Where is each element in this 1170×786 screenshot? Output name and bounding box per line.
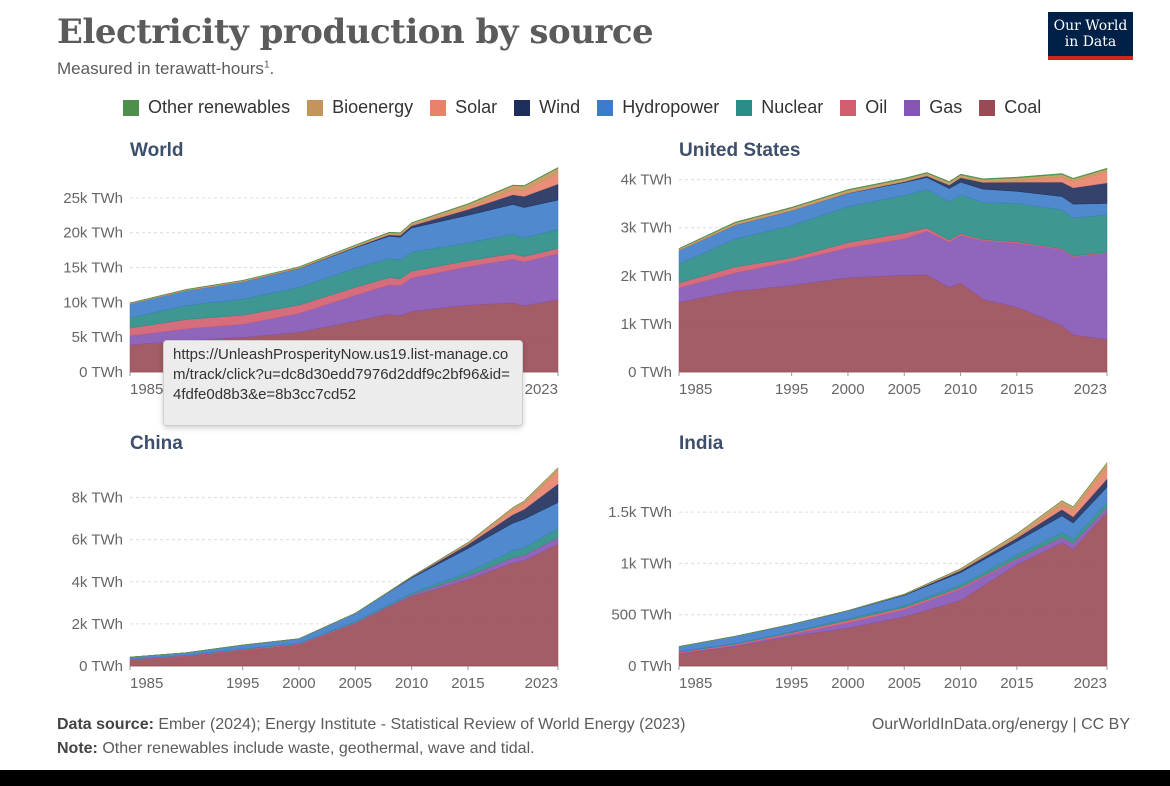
legend-item-other-renewables[interactable]: Other renewables [123, 97, 290, 118]
chart-title: Electricity production by source [57, 12, 654, 52]
legend-item-bioenergy[interactable]: Bioenergy [307, 97, 413, 118]
legend-item-solar[interactable]: Solar [430, 97, 497, 118]
note: Note: Other renewables include waste, ge… [57, 740, 535, 758]
united-states-y-tick-label: 0 TWh [628, 364, 672, 381]
panel-title-united-states: United States [679, 140, 801, 161]
bottom-bar [0, 770, 1170, 786]
legend-label: Oil [865, 97, 888, 117]
united-states-x-tick-label: 2010 [944, 381, 977, 398]
subtitle-end: . [269, 59, 275, 78]
india-x-tick-label: 1995 [775, 675, 808, 692]
data-source-note: Data source: Ember (2024); Energy Instit… [57, 716, 685, 734]
world-y-tick-label: 25k TWh [63, 190, 123, 207]
india-x-tick-label: 2010 [944, 675, 977, 692]
footnote-marker: 1 [263, 59, 270, 71]
united-states-x-tick-label: 2000 [831, 381, 864, 398]
legend-item-gas[interactable]: Gas [904, 97, 962, 118]
india-y-tick-label: 500 TWh [611, 607, 672, 624]
india-area-other-renewables [678, 462, 1108, 647]
china-area-other-renewables [129, 467, 559, 658]
panel-title-world: World [130, 140, 184, 161]
china-x-tick-label: 2010 [395, 675, 428, 692]
data-source-label: Data source: [57, 716, 154, 733]
logo-line-2: in Data [1064, 34, 1117, 50]
china-y-tick-label: 6k TWh [72, 532, 123, 549]
legend-item-nuclear[interactable]: Nuclear [736, 97, 823, 118]
world-y-tick-label: 10k TWh [63, 294, 123, 311]
legend-label: Bioenergy [332, 97, 414, 117]
legend-swatch [123, 99, 139, 116]
legend-swatch [736, 99, 753, 116]
united-states-x-tick-label: 2023 [1074, 381, 1107, 398]
legend-swatch [514, 99, 531, 116]
china-x-tick-label: 2023 [525, 675, 558, 692]
legend: Other renewables Bioenergy Solar Wind Hydrop… [123, 97, 1058, 118]
india-x-tick-label: 2015 [1000, 675, 1033, 692]
china-x-tick-label: 2005 [339, 675, 372, 692]
china-y-tick-label: 8k TWh [72, 490, 123, 507]
united-states-area-other-renewables [678, 167, 1108, 250]
subtitle-text: Measured in terawatt-hours [57, 59, 264, 78]
united-states-x-tick-label: 2005 [888, 381, 921, 398]
legend-label: Other renewables [148, 97, 291, 117]
legend-label: Hydropower [622, 97, 720, 117]
china-y-tick-label: 0 TWh [79, 658, 123, 675]
china-x-tick-label: 2015 [451, 675, 484, 692]
india-x-tick-label: 2000 [831, 675, 864, 692]
legend-label: Wind [539, 97, 581, 117]
world-y-tick-label: 20k TWh [63, 225, 123, 242]
legend-swatch [840, 99, 857, 116]
united-states-y-tick-label: 4k TWh [621, 172, 672, 189]
world-x-tick-label: 2023 [525, 381, 558, 398]
legend-swatch [904, 99, 921, 116]
united-states-y-tick-label: 2k TWh [621, 268, 672, 285]
data-source-text: Ember (2024); Energy Institute - Statist… [153, 716, 686, 733]
link-tooltip: https://UnleashProsperityNow.us19.list-m… [163, 340, 523, 426]
legend-label: Nuclear [761, 97, 824, 117]
india-y-tick-label: 1.5k TWh [608, 504, 672, 521]
china-x-tick-label: 1995 [226, 675, 259, 692]
logo-line-1: Our World [1053, 18, 1128, 34]
note-text: Other renewables include waste, geotherm… [97, 740, 535, 757]
india-x-tick-label: 2023 [1074, 675, 1107, 692]
india-y-tick-label: 0 TWh [628, 658, 672, 675]
legend-item-coal[interactable]: Coal [979, 97, 1041, 118]
legend-item-oil[interactable]: Oil [840, 97, 887, 118]
panel-title-india: India [679, 433, 724, 454]
legend-label: Coal [1004, 97, 1042, 117]
india-x-tick-label: 2005 [888, 675, 921, 692]
legend-item-hydropower[interactable]: Hydropower [597, 97, 719, 118]
panel-title-china: China [130, 433, 183, 454]
legend-item-wind[interactable]: Wind [514, 97, 580, 118]
legend-swatch [430, 99, 447, 116]
united-states-x-tick-label: 1985 [679, 381, 712, 398]
note-label: Note: [57, 740, 98, 757]
united-states-y-tick-label: 3k TWh [621, 220, 672, 237]
charts-svg: 0 TWh 5k TWh 10k TWh 15k TWh 20k TWh 25k TWh 1… [63, 166, 1108, 692]
world-y-tick-label: 15k TWh [63, 260, 123, 277]
world-area-other-renewables [129, 166, 559, 304]
legend-swatch [597, 99, 614, 116]
united-states-x-tick-label: 2015 [1000, 381, 1033, 398]
china-y-tick-label: 4k TWh [72, 574, 123, 591]
legend-swatch [307, 99, 324, 116]
chart-subtitle: Measured in terawatt-hours1. [57, 59, 274, 79]
world-x-tick-label: 1985 [130, 381, 163, 398]
china-x-tick-label: 1985 [130, 675, 163, 692]
india-x-tick-label: 1985 [679, 675, 712, 692]
world-y-tick-label: 5k TWh [72, 329, 123, 346]
china-x-tick-label: 2000 [282, 675, 315, 692]
legend-label: Solar [455, 97, 498, 117]
world-y-tick-label: 0 TWh [79, 364, 123, 381]
united-states-y-tick-label: 1k TWh [621, 316, 672, 333]
source-link[interactable]: OurWorldInData.org/energy | CC BY [871, 716, 1130, 733]
legend-label: Gas [929, 97, 963, 117]
china-y-tick-label: 2k TWh [72, 616, 123, 633]
india-y-tick-label: 1k TWh [621, 555, 672, 572]
legend-swatch [979, 99, 996, 116]
united-states-x-tick-label: 1995 [775, 381, 808, 398]
owid-logo[interactable]: Our World in Data [1048, 12, 1133, 60]
